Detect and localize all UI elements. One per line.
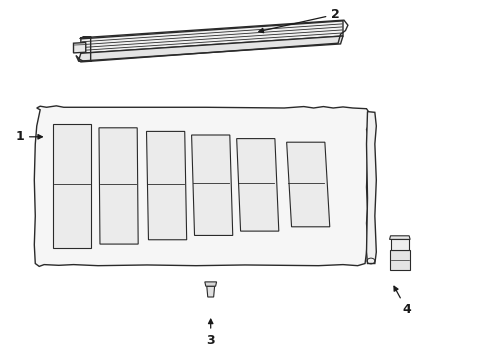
Polygon shape <box>367 112 376 264</box>
Polygon shape <box>81 21 343 53</box>
Polygon shape <box>99 128 138 244</box>
Polygon shape <box>207 286 215 297</box>
Text: 4: 4 <box>394 286 411 316</box>
Polygon shape <box>390 236 410 239</box>
Text: 2: 2 <box>259 8 340 33</box>
Polygon shape <box>391 239 409 250</box>
Polygon shape <box>205 282 217 286</box>
Polygon shape <box>74 42 86 53</box>
Polygon shape <box>53 124 91 248</box>
Polygon shape <box>287 142 330 227</box>
Polygon shape <box>237 139 279 231</box>
Polygon shape <box>390 250 410 270</box>
Polygon shape <box>147 131 187 240</box>
Polygon shape <box>34 106 370 266</box>
Polygon shape <box>78 36 343 61</box>
Polygon shape <box>192 135 233 235</box>
Text: 3: 3 <box>206 319 215 347</box>
Text: 1: 1 <box>15 130 42 143</box>
